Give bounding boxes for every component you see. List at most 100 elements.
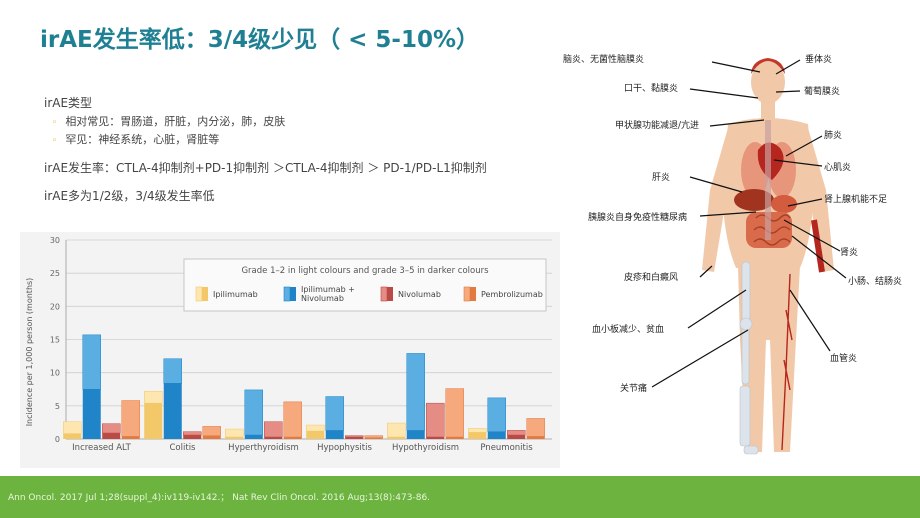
bar-grade12-0-3 (121, 400, 140, 437)
organ-labels: 脑炎、无菌性脑膜炎 垂体炎 口干、黏膜炎 葡萄膜炎 甲状腺功能减退/亢进 肺炎 … (563, 53, 902, 394)
bar-grade35-5-0 (468, 432, 487, 439)
common-types-text: 相对常见：胃肠道，肝脏，内分泌，肺，皮肤 (65, 115, 286, 128)
left-arm-shape (702, 128, 736, 272)
bar-grade35-0-0 (63, 433, 82, 439)
grade-note: irAE多为1/2级，3/4级发生率低 (44, 189, 215, 203)
label-uveitis: 葡萄膜炎 (804, 85, 840, 97)
bar-grade12-0-2 (102, 423, 121, 434)
bar-grade35-2-0 (225, 437, 244, 439)
y-axis-label: Incidence per 1,000 person (months) (25, 278, 34, 427)
bar-grade12-4-1 (406, 353, 425, 431)
chart-legend: Grade 1–2 in light colours and grade 3–5… (183, 258, 547, 312)
bar-grade35-0-3 (121, 436, 140, 439)
bar-grade12-3-1 (325, 396, 344, 431)
y-tick-label: 10 (50, 369, 60, 378)
bar-grade12-0-0 (63, 421, 82, 434)
label-encephalitis: 脑炎、无菌性脑膜炎 (563, 53, 644, 65)
intestine-loops (753, 214, 791, 246)
label-vasculitis: 血管炎 (830, 352, 857, 364)
legend-swatch-light (283, 286, 291, 302)
label-thyroid: 甲状腺功能减退/亢进 (615, 119, 699, 131)
legend-swatch-dark (290, 287, 296, 301)
blood-vessels (781, 273, 793, 451)
slide-title: irAE发生率低：3/4级少见（ < 5-10%） (40, 27, 480, 53)
bar-grade12-4-3 (445, 388, 464, 438)
bar-grade35-1-0 (144, 403, 163, 439)
bullet-icon: ◦ (52, 118, 58, 128)
legend-label: Ipilimumab (213, 290, 258, 299)
common-types-item: ◦ 相对常见：胃肠道，肝脏，内分泌，肺，皮肤 (52, 113, 285, 129)
bar-grade35-3-2 (345, 437, 364, 439)
x-tick-label: Increased ALT (72, 443, 131, 453)
bar-grade12-2-2 (264, 421, 283, 438)
x-tick-label: Colitis (170, 443, 197, 453)
neck-shape (761, 102, 775, 120)
bar-grade12-3-3 (364, 435, 383, 438)
legend-swatch-light (380, 286, 388, 302)
bar-grade35-4-2 (426, 437, 445, 439)
legend-swatch-dark (387, 287, 393, 301)
label-nephritis: 肾炎 (840, 247, 858, 258)
rare-types-item: ◦ 罕见：神经系统，心脏，肾脏等 (52, 131, 219, 147)
bar-grade35-4-3 (445, 437, 464, 439)
arm-muscle (811, 219, 825, 273)
label-arthralgia: 关节痛 (620, 382, 647, 394)
legend-items: Ipilimumab Ipilimumab + Nivolumab Nivolumab… (195, 285, 543, 303)
bar-grade12-2-0 (225, 428, 244, 438)
label-hypophysitis: 垂体炎 (805, 53, 832, 65)
label-skin: 皮疹和白癜风 (624, 271, 678, 283)
legend-swatch-light (195, 286, 203, 302)
stomach-shape (771, 195, 797, 213)
x-tick-label: Hyperthyroidism (228, 443, 299, 453)
bar-grade35-3-1 (325, 430, 344, 439)
legend-label: Ipilimumab + Nivolumab (301, 285, 355, 303)
label-diabetes: 胰腺炎自身免疫性糖尿病 (588, 211, 687, 223)
bar-grade35-1-2 (183, 435, 202, 439)
anatomy-diagram: 脑炎、无菌性脑膜炎 垂体炎 口干、黏膜炎 葡萄膜炎 甲状腺功能减退/亢进 肺炎 … (563, 53, 902, 455)
bar-grade35-5-2 (507, 435, 526, 439)
label-myocarditis: 心肌炎 (824, 162, 851, 173)
legend-label: Pembrolizumab (481, 290, 543, 299)
bar-grade12-1-0 (144, 390, 163, 404)
bar-grade12-1-1 (163, 358, 182, 384)
bar-grade35-0-1 (82, 389, 101, 439)
legend-box (183, 258, 547, 312)
bar-grade12-5-3 (526, 418, 545, 437)
legend-swatch-dark (202, 287, 208, 301)
bar-grade35-5-1 (487, 431, 506, 439)
y-axis-ticks: 0 5 10 15 20 25 30 (50, 236, 60, 444)
bar-grade35-4-1 (406, 430, 425, 439)
y-tick-label: 30 (50, 236, 60, 245)
brain-shape (751, 58, 785, 74)
label-adrenal: 肾上腺机能不足 (824, 193, 887, 205)
bar-grade35-2-2 (264, 437, 283, 439)
legend-swatch-dark (470, 287, 476, 301)
legend-title: Grade 1–2 in light colours and grade 3–5… (241, 266, 489, 276)
head-shape (751, 60, 785, 104)
footer-bar: Ann Oncol. 2017 Jul 1;28(suppl_4):iv119-… (0, 476, 920, 518)
rare-types-text: 罕见：神经系统，心脏，肾脏等 (65, 133, 220, 146)
x-tick-label: Pneumonitis (480, 443, 533, 453)
bar-grade12-3-2 (345, 435, 364, 438)
bar-grade12-4-2 (426, 402, 445, 438)
bar-grade35-4-0 (387, 437, 406, 439)
bar-grade12-5-1 (487, 397, 506, 432)
y-tick-label: 25 (50, 269, 60, 278)
bar-grade12-0-1 (82, 334, 101, 390)
legend-label: Nivolumab (398, 290, 441, 299)
bar-grade35-3-0 (306, 431, 325, 439)
bar-grade35-2-3 (283, 437, 302, 439)
label-colitis: 小肠、结肠炎 (848, 275, 902, 287)
bar-grade35-2-1 (244, 435, 263, 439)
bar-grade12-3-0 (306, 424, 325, 432)
x-tick-label: Hypothyroidism (392, 443, 459, 453)
x-axis-ticks: Increased ALT Colitis Hyperthyroidism Hypop… (72, 443, 533, 453)
irae-types-heading: irAE类型 (44, 96, 93, 110)
spine-shape (765, 120, 771, 240)
bar-grade12-2-3 (283, 401, 302, 438)
leader-lines (651, 59, 847, 388)
irae-incidence-chart: Incidence per 1,000 person (months) 0 5 10… (20, 232, 560, 468)
bar-grade35-5-3 (526, 436, 545, 439)
bar-grade12-4-0 (387, 422, 406, 438)
legend-swatch-light (463, 286, 471, 302)
